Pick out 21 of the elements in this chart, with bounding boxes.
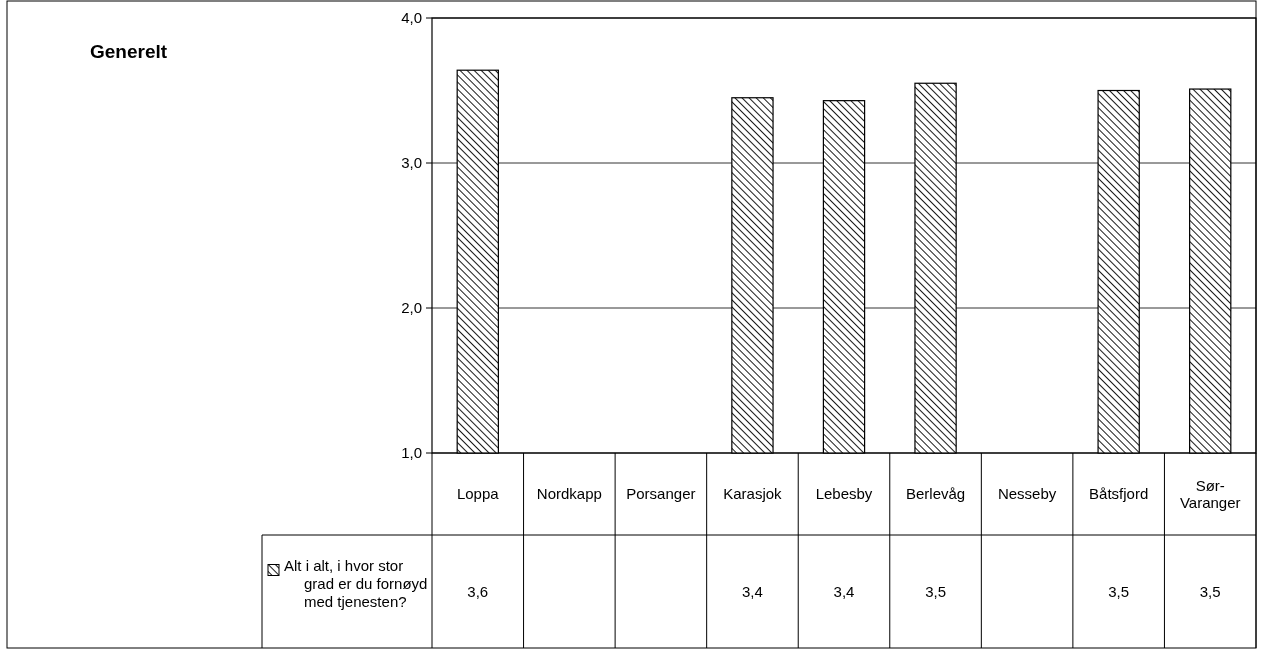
x-tick-label: Nesseby bbox=[997, 485, 1057, 503]
x-tick-label: Sør-Varanger bbox=[1179, 476, 1241, 511]
x-tick-label: Berlevåg bbox=[905, 485, 966, 503]
data-label: 3,4 bbox=[833, 582, 855, 600]
x-tick-label: Loppa bbox=[456, 485, 500, 503]
x-tick-label: Karasjok bbox=[723, 485, 783, 503]
y-tick-label: 4,0 bbox=[401, 9, 422, 27]
y-tick-label: 2,0 bbox=[401, 299, 422, 317]
data-label: 3,4 bbox=[742, 582, 763, 600]
text: Generelt bbox=[90, 41, 168, 62]
x-tick-label: Båtsfjord bbox=[1089, 485, 1149, 503]
y-tick-label: 1,0 bbox=[401, 444, 422, 462]
data-label: 3,5 bbox=[1108, 582, 1130, 600]
x-tick-label: Nordkapp bbox=[536, 485, 602, 503]
legend-label: Alt i alt, i hvor stor grad er du fornøyd med tjenesten? bbox=[284, 556, 428, 610]
data-label: 3,5 bbox=[1199, 582, 1221, 600]
x-tick-label: Lebesby bbox=[815, 485, 873, 503]
data-label: 3,6 bbox=[467, 582, 489, 600]
y-tick-label: 3,0 bbox=[401, 154, 422, 172]
data-label: 3,5 bbox=[925, 582, 946, 600]
x-tick-label: Porsanger bbox=[626, 485, 696, 503]
